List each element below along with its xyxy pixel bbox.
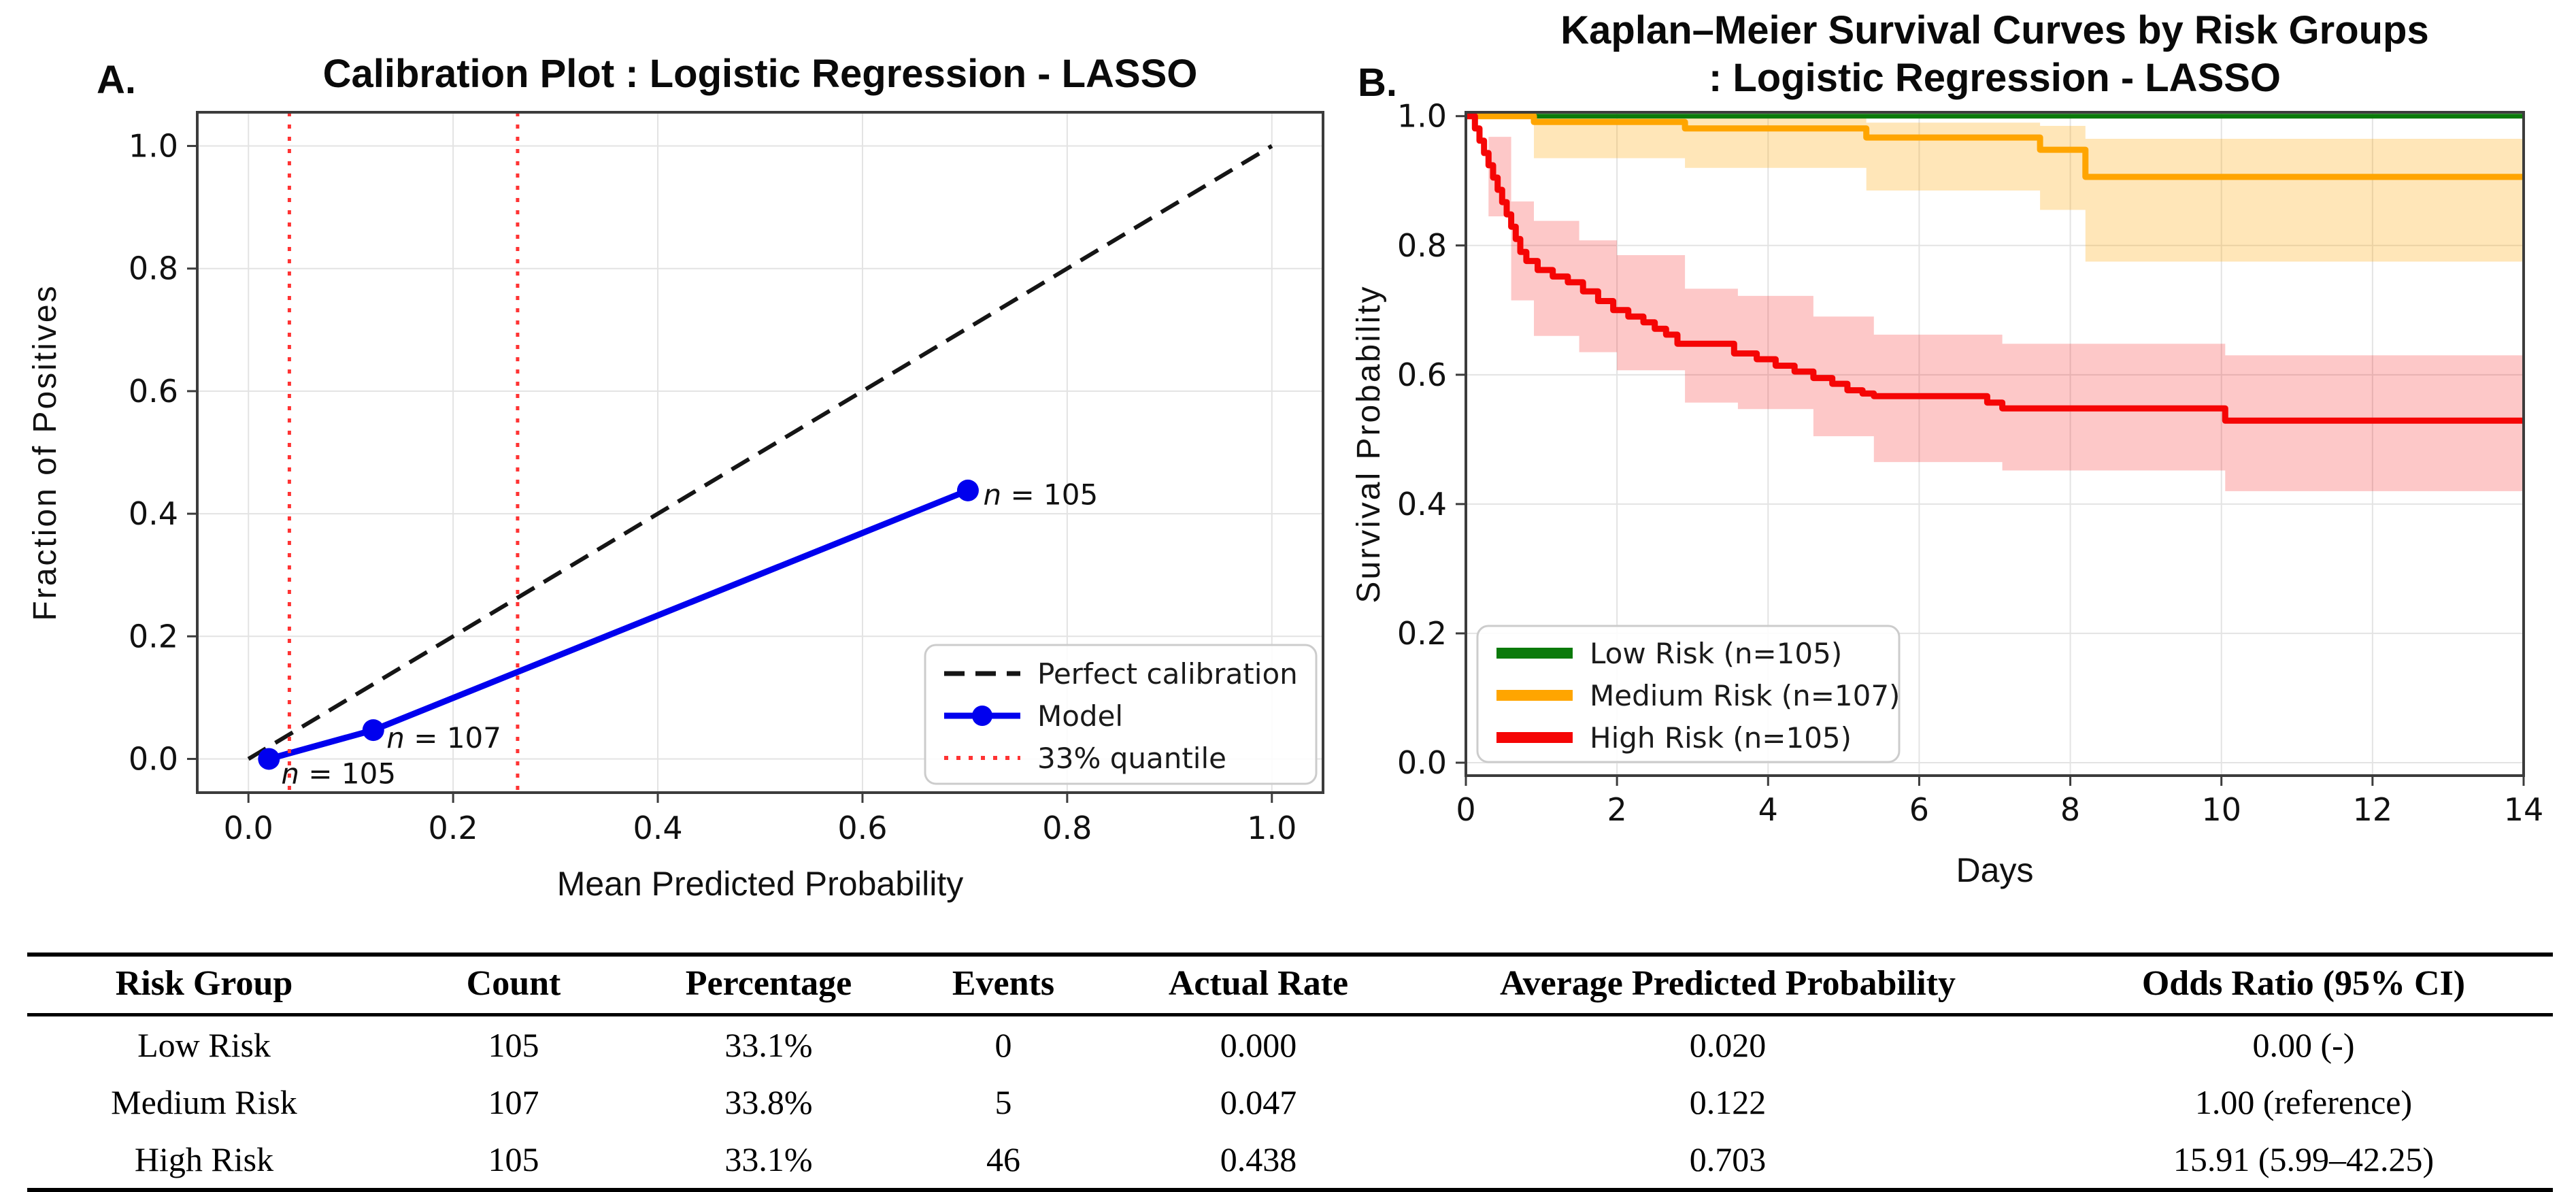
table-header-row: Risk Group Count Percentage Events Actual Ra… bbox=[27, 953, 2553, 1016]
calibration-y-axis-label: Fraction of Positives bbox=[27, 284, 63, 620]
table-header-percentage: Percentage bbox=[646, 953, 891, 1016]
y-tick-label: 0.2 bbox=[129, 618, 178, 655]
y-tick-label: 0.4 bbox=[129, 495, 178, 532]
km-y-axis-label: Survival Probability bbox=[1351, 284, 1387, 603]
y-tick-label: 0.6 bbox=[129, 373, 178, 410]
table-body: Low Risk 105 33.1% 0 0.000 0.020 0.00 (-) Mediu… bbox=[27, 1015, 2553, 1192]
y-tick-label: 1.0 bbox=[129, 128, 178, 165]
table-header-events: Events bbox=[891, 953, 1116, 1016]
risk-group-summary-table: Risk Group Count Percentage Events Actual Ra… bbox=[27, 953, 2553, 1192]
table-cell: 46 bbox=[891, 1131, 1116, 1192]
table-cell: High Risk bbox=[27, 1131, 381, 1192]
table-row-low-risk: Low Risk 105 33.1% 0 0.000 0.020 0.00 (-) bbox=[27, 1015, 2553, 1074]
x-tick-label: 2 bbox=[1607, 791, 1627, 828]
x-tick-label: 0.0 bbox=[224, 810, 273, 846]
table-cell: 0.438 bbox=[1116, 1131, 1401, 1192]
calibration-legend: Perfect calibration Model 33% quantile bbox=[924, 644, 1318, 785]
table-row-high-risk: High Risk 105 33.1% 46 0.438 0.703 15.91 (5.99… bbox=[27, 1131, 2553, 1192]
x-tick-label: 0.4 bbox=[633, 810, 682, 846]
km-title-line-1: Kaplan–Meier Survival Curves by Risk Gro… bbox=[1560, 8, 2428, 52]
y-tick-label: 0.8 bbox=[1397, 227, 1447, 264]
y-tick-label: 0.0 bbox=[129, 740, 178, 777]
model-marker bbox=[258, 748, 280, 770]
x-tick-label: 1.0 bbox=[1247, 810, 1297, 846]
table-cell: 33.1% bbox=[646, 1131, 891, 1192]
medium-risk-n-107-curve bbox=[1466, 113, 2524, 180]
panel-km: 0 2 4 6 8 10 12 14 0.0 0.2 0.4 0.6 0.8 1.0 Days Surviva… bbox=[1351, 8, 2543, 889]
y-tick-label: 0.6 bbox=[1397, 357, 1447, 393]
table-head: Risk Group Count Percentage Events Actual Ra… bbox=[27, 953, 2553, 1016]
table-header-actual-rate: Actual Rate bbox=[1116, 953, 1401, 1016]
table-cell: 0.000 bbox=[1220, 1026, 1297, 1064]
x-tick-label: 10 bbox=[2201, 791, 2241, 828]
legend-box bbox=[924, 644, 1318, 785]
y-tick-label: 0.8 bbox=[129, 250, 178, 287]
legend-label: Medium Risk (n=107) bbox=[1590, 679, 1900, 712]
table-cell: 0.020 bbox=[1689, 1026, 1767, 1064]
panel-b-label: B. bbox=[1358, 61, 1397, 105]
legend-label: Model bbox=[1037, 699, 1123, 733]
table-cell: 15.91 (5.99–42.25) bbox=[2054, 1131, 2553, 1192]
table-cell: 5 bbox=[994, 1083, 1012, 1121]
y-tick-label: 0.4 bbox=[1397, 486, 1447, 523]
x-tick-label: 12 bbox=[2353, 791, 2393, 828]
x-tick-label: 0.6 bbox=[837, 810, 887, 846]
model-legend-marker bbox=[972, 706, 992, 726]
medium-risk-n-107-ci-band bbox=[1466, 116, 2524, 262]
km-title-line-2: : Logistic Regression - LASSO bbox=[1709, 56, 2281, 100]
table-cell: 0.047 bbox=[1220, 1083, 1297, 1121]
table-header-count: Count bbox=[381, 953, 646, 1016]
table-cell: 0.00 (-) bbox=[2252, 1026, 2355, 1064]
calibration-title: Calibration Plot : Logistic Regression -… bbox=[323, 52, 1198, 96]
calibration-x-axis-label: Mean Predicted Probability bbox=[557, 865, 964, 903]
model-marker bbox=[956, 479, 979, 501]
high-risk-n-105-curve bbox=[1466, 113, 2524, 424]
table-cell: 105 bbox=[381, 1131, 646, 1192]
table-cell: 1.00 (reference) bbox=[2194, 1083, 2413, 1121]
table-cell: 0 bbox=[994, 1026, 1012, 1064]
panel-a-label: A. bbox=[97, 58, 136, 102]
panel-calibration: 0.0 0.2 0.4 0.6 0.8 1.0 0.0 0.2 0.4 0.6 0.8 1.0 Mean… bbox=[27, 52, 1324, 903]
km-axes-border bbox=[1465, 111, 2525, 777]
point-count-annotation: n = 105 bbox=[281, 757, 396, 791]
table-cell: 0.122 bbox=[1689, 1083, 1767, 1121]
table-cell: 33.8% bbox=[724, 1083, 813, 1121]
km-x-axis-label: Days bbox=[1956, 851, 2034, 889]
table-cell: Low Risk bbox=[137, 1026, 271, 1064]
x-tick-label: 14 bbox=[2504, 791, 2544, 828]
point-count-annotation: n = 105 bbox=[984, 478, 1099, 512]
legend-box bbox=[1476, 625, 1901, 763]
perfect-calibration-line bbox=[247, 144, 1273, 761]
table-cell: 0.703 bbox=[1401, 1131, 2054, 1192]
table-cell: 107 bbox=[488, 1083, 539, 1121]
y-tick-label: 0.2 bbox=[1397, 615, 1447, 652]
x-tick-label: 0.2 bbox=[429, 810, 478, 846]
table-cell: Medium Risk bbox=[111, 1083, 297, 1121]
legend-label: Low Risk (n=105) bbox=[1590, 637, 1842, 670]
table-cell: 105 bbox=[488, 1026, 539, 1064]
charts-figure: 0.0 0.2 0.4 0.6 0.8 1.0 0.0 0.2 0.4 0.6 0.8 1.0 Mean… bbox=[27, 8, 2543, 903]
table-row-medium-risk: Medium Risk 107 33.8% 5 0.047 0.122 1.00 (refe… bbox=[27, 1074, 2553, 1131]
high-risk-n-105-ci-band bbox=[1466, 116, 2524, 491]
legend-label: 33% quantile bbox=[1037, 742, 1226, 775]
y-tick-label: 0.0 bbox=[1397, 744, 1447, 781]
legend-label: High Risk (n=105) bbox=[1590, 721, 1852, 755]
table-header-odds-ratio-95-ci: Odds Ratio (95% CI) bbox=[2054, 953, 2553, 1016]
table-header-risk-group: Risk Group bbox=[27, 953, 381, 1016]
table-cell: 33.1% bbox=[724, 1026, 813, 1064]
model-marker bbox=[362, 719, 384, 742]
y-tick-label: 1.0 bbox=[1397, 98, 1447, 135]
point-count-annotation: n = 107 bbox=[386, 721, 501, 755]
x-tick-label: 0 bbox=[1456, 791, 1475, 828]
calibration-axes-border bbox=[196, 111, 1324, 794]
table-header-average-predicted-probability: Average Predicted Probability bbox=[1401, 953, 2054, 1016]
x-tick-label: 6 bbox=[1909, 791, 1929, 828]
x-tick-label: 4 bbox=[1758, 791, 1778, 828]
x-tick-label: 0.8 bbox=[1042, 810, 1092, 846]
km-legend: Low Risk (n=105) Medium Risk (n=107) High … bbox=[1476, 625, 1901, 763]
legend-label: Perfect calibration bbox=[1037, 657, 1298, 691]
x-tick-label: 8 bbox=[2060, 791, 2080, 828]
